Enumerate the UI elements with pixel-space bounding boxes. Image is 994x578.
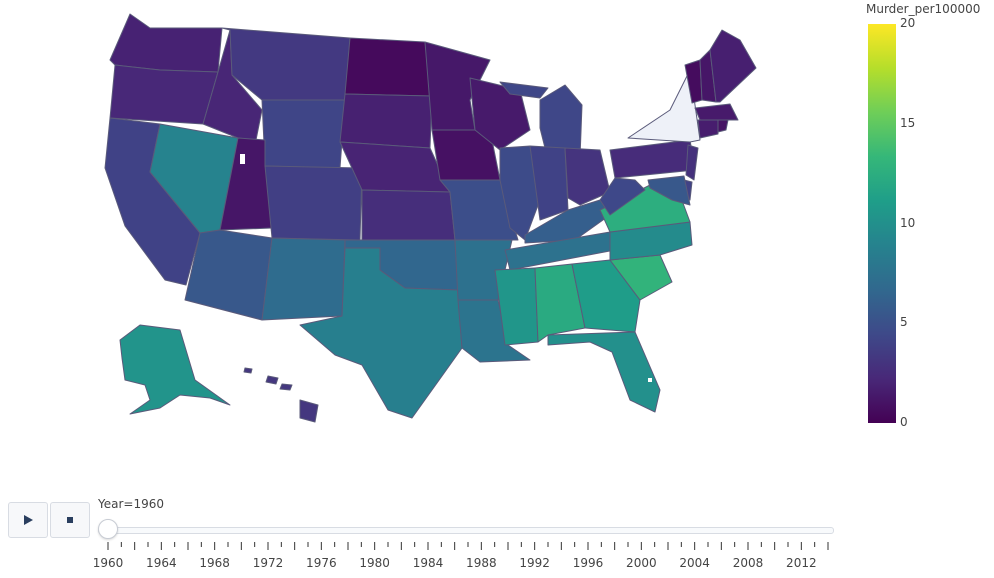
colorbar [868,24,896,423]
slider-tick-label[interactable]: 1972 [252,556,284,570]
state-ri[interactable] [717,119,729,133]
slider-tick-label[interactable]: 1992 [519,556,550,570]
state-me[interactable] [709,29,757,103]
state-pa[interactable] [609,139,696,179]
state-ak[interactable] [119,324,231,415]
slider-tick-label[interactable]: 2008 [732,556,764,570]
slider-tick-label[interactable]: 1976 [306,556,337,570]
slider-current-value: Year=1960 [98,497,164,511]
colorbar-tick-label: 5 [900,315,908,330]
state-wa[interactable] [109,13,223,73]
state-la[interactable] [457,299,531,363]
slider-tick-label[interactable]: 2000 [626,556,657,570]
colorbar-tick-label: 20 [900,16,916,30]
state-mn[interactable] [424,41,491,131]
slider-tick-label[interactable]: 1960 [92,556,124,570]
state-nj[interactable] [685,144,699,181]
state-co[interactable] [264,165,363,241]
slider-ticks [107,542,829,550]
state-ct[interactable] [697,119,719,139]
state-al[interactable] [534,263,586,343]
slider-tick-label[interactable]: 1964 [146,556,177,570]
colorbar-title: Murder_per100000 [866,2,981,16]
slider-tick-label[interactable]: 1980 [359,556,390,570]
stop-button[interactable] [50,502,90,538]
slider-tick-label[interactable]: 2004 [679,556,710,570]
slider-tick-label[interactable]: 1984 [412,556,444,570]
play-icon [24,515,33,525]
slider-tick-label[interactable]: 1988 [466,556,497,570]
state-wv[interactable] [599,177,646,216]
state-ny[interactable] [627,69,701,143]
state-wy[interactable] [261,99,346,169]
state-tx[interactable] [299,247,463,419]
colorbar-tick-label: 15 [900,115,916,130]
us-choropleth-map [104,13,757,423]
colorbar-tick-label: 0 [900,415,908,429]
state-ks[interactable] [361,189,456,241]
year-slider-rail[interactable] [98,527,834,534]
state-sd[interactable] [339,93,433,149]
slider-tick-label[interactable]: 2012 [786,556,817,570]
colorbar-tick-label: 10 [900,215,916,230]
slider-tick-label[interactable]: 1996 [572,556,604,570]
state-fl[interactable] [547,331,661,413]
lake-marker [240,154,245,164]
state-ma[interactable] [694,103,739,121]
state-az[interactable] [184,229,273,321]
stop-icon [67,517,73,523]
state-oh[interactable] [564,147,611,206]
play-button[interactable] [8,502,48,538]
state-nm[interactable] [261,237,346,321]
state-or[interactable] [109,64,219,125]
year-slider-handle[interactable] [98,519,118,539]
lake-marker [648,378,652,382]
state-md[interactable] [647,175,691,206]
slider-tick-label[interactable]: 1968 [199,556,230,570]
state-hi[interactable] [243,367,319,423]
state-nd[interactable] [344,37,433,97]
